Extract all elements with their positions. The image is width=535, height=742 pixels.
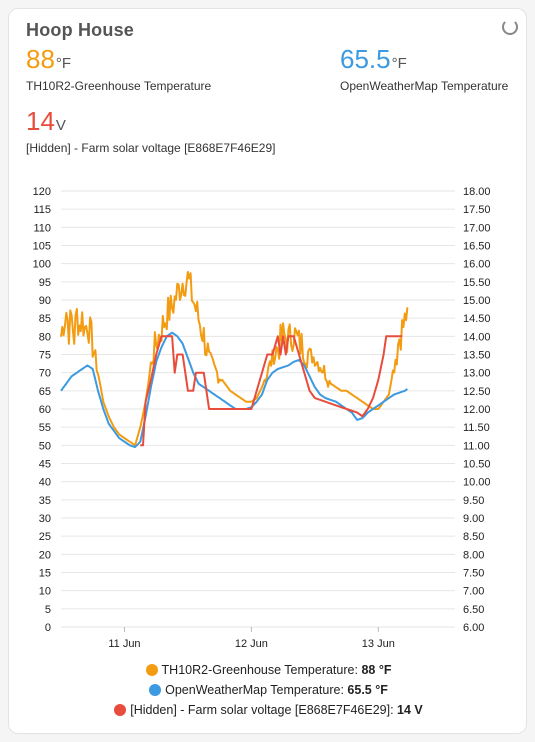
openweather-temp-value: 65.5: [340, 44, 391, 74]
y-right-tick-label: 12.50: [463, 386, 491, 398]
y-right-tick-label: 18.00: [463, 186, 491, 198]
y-left-tick-label: 120: [33, 186, 51, 198]
solar-voltage-label: [Hidden] - Farm solar voltage [E868E7F46…: [26, 141, 276, 155]
legend-item-voltage[interactable]: [Hidden] - Farm solar voltage [E868E7F46…: [9, 703, 528, 717]
y-left-tick-label: 55: [39, 422, 51, 434]
y-left-tick-label: 85: [39, 313, 51, 325]
legend-value-greenhouse: 88 °F: [361, 663, 392, 677]
y-left-tick-label: 30: [39, 513, 51, 525]
y-right-tick-label: 17.00: [463, 222, 491, 234]
y-right-tick-label: 9.00: [463, 513, 484, 525]
y-right-tick-label: 6.50: [463, 604, 484, 616]
legend-value-voltage: 14 V: [397, 703, 423, 717]
y-left-tick-label: 40: [39, 477, 51, 489]
y-left-tick-label: 90: [39, 295, 51, 307]
legend-item-openweather[interactable]: OpenWeatherMap Temperature: 65.5 °F: [9, 683, 528, 697]
y-left-tick-label: 5: [45, 604, 51, 616]
legend-dot-greenhouse: [145, 664, 158, 676]
greenhouse-temp-unit: °F: [55, 55, 72, 72]
legend-value-openweather: 65.5 °F: [347, 683, 388, 697]
history-card: Hoop House 88°F TH10R2-Greenhouse Temper…: [8, 8, 527, 734]
greenhouse-temp-label: TH10R2-Greenhouse Temperature: [26, 79, 212, 93]
y-right-tick-label: 8.00: [463, 549, 484, 561]
y-right-tick-label: 16.00: [463, 259, 491, 271]
entity-greenhouse-temp[interactable]: 88°F TH10R2-Greenhouse Temperature: [26, 45, 211, 93]
card-title: Hoop House: [26, 20, 134, 40]
solar-voltage-line: [140, 335, 403, 447]
y-left-tick-label: 105: [33, 241, 51, 253]
entity-solar-voltage[interactable]: 14V [Hidden] - Farm solar voltage [E868E…: [26, 107, 275, 155]
solar-voltage-unit: V: [55, 117, 66, 134]
y-left-tick-label: 15: [39, 568, 51, 580]
y-right-tick-label: 13.50: [463, 350, 491, 362]
y-left-tick-label: 65: [39, 386, 51, 398]
legend-name-openweather: OpenWeatherMap Temperature: [165, 683, 341, 697]
legend-dot-openweather: [149, 684, 162, 696]
legend-name-greenhouse: TH10R2-Greenhouse Temperature: [161, 663, 355, 677]
openweather-temp-unit: °F: [391, 55, 407, 72]
y-right-tick-label: 14.00: [463, 331, 491, 343]
y-right-tick-label: 16.50: [463, 241, 491, 253]
legend-dot-voltage: [114, 704, 127, 716]
y-left-tick-label: 50: [39, 440, 51, 452]
y-right-tick-label: 15.00: [463, 295, 491, 307]
y-right-tick-label: 9.50: [463, 495, 484, 507]
openweather-temp-label: OpenWeatherMap Temperature: [340, 79, 509, 93]
y-right-tick-label: 10.00: [463, 477, 491, 489]
y-left-tick-label: 20: [39, 549, 51, 561]
openweather-temp-line: [60, 331, 408, 449]
refresh-spinner-icon[interactable]: [502, 19, 518, 35]
y-left-tick-label: 80: [39, 331, 51, 343]
y-right-tick-label: 6.00: [463, 622, 484, 634]
y-right-tick-label: 12.00: [463, 404, 491, 416]
x-tick-label: 11 Jun: [108, 638, 140, 650]
history-chart[interactable]: 0 5 10 15 20 25 30 35 40 45 50 55 60 65 70 75 80 85 90 95 10…: [9, 179, 528, 659]
y-right-tick-label: 7.00: [463, 586, 484, 598]
y-right-tick-label: 15.50: [463, 277, 491, 289]
y-left-tick-label: 100: [33, 259, 51, 271]
legend-item-greenhouse[interactable]: TH10R2-Greenhouse Temperature: 88 °F: [9, 663, 528, 677]
y-left-tick-label: 60: [39, 404, 51, 416]
y-right-tick-label: 17.50: [463, 204, 491, 216]
y-right-tick-label: 14.50: [463, 313, 491, 325]
y-right-tick-label: 11.00: [463, 440, 490, 452]
y-left-tick-label: 35: [39, 495, 51, 507]
y-left-tick-label: 95: [39, 277, 51, 289]
y-right-tick-label: 8.50: [463, 531, 484, 543]
y-left-tick-label: 110: [33, 222, 51, 234]
y-left-tick-label: 45: [39, 459, 51, 471]
greenhouse-temp-line: [60, 270, 409, 447]
y-left-tick-label: 70: [39, 368, 51, 380]
solar-voltage-value: 14: [26, 106, 55, 136]
y-right-tick-label: 10.50: [463, 459, 491, 471]
y-left-tick-label: 75: [39, 350, 51, 362]
y-right-tick-label: 13.00: [463, 368, 491, 380]
x-tick-label: 12 Jun: [235, 638, 268, 650]
y-left-tick-label: 25: [39, 531, 51, 543]
y-left-tick-label: 0: [45, 622, 51, 634]
y-right-tick-label: 11.50: [463, 422, 490, 434]
entity-openweather-temp[interactable]: 65.5°F OpenWeatherMap Temperature: [340, 45, 508, 93]
greenhouse-temp-value: 88: [26, 44, 55, 74]
legend-name-voltage: [Hidden] - Farm solar voltage [E868E7F46…: [130, 703, 391, 717]
x-tick-label: 13 Jun: [362, 638, 395, 650]
y-right-tick-label: 7.50: [463, 568, 484, 580]
y-left-tick-label: 115: [33, 204, 51, 216]
y-left-tick-label: 10: [39, 586, 51, 598]
